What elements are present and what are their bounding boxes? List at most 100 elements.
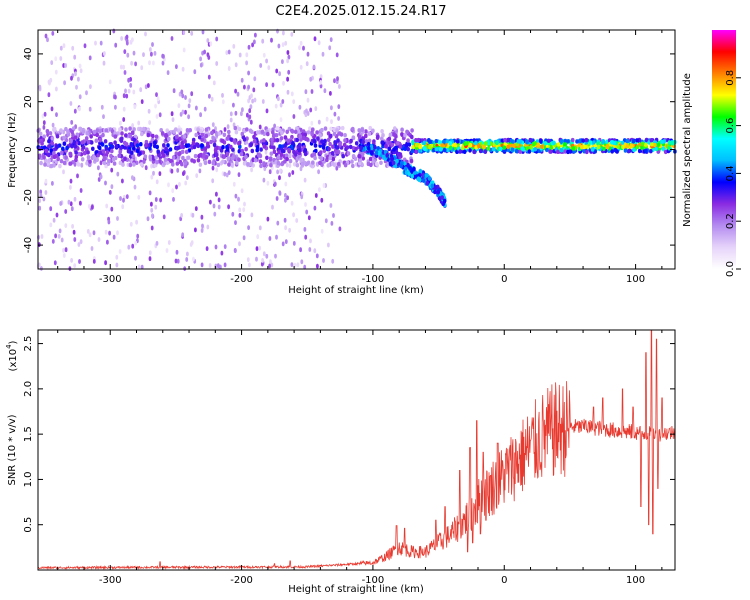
spectrogram-cell (398, 144, 403, 149)
spectrogram-cell (640, 145, 644, 150)
spectrogram-cell (366, 145, 371, 151)
spectrogram-cell (265, 155, 269, 160)
spectrogram-cell (252, 134, 256, 140)
spectrogram-cell (276, 220, 280, 226)
spectrogram-cell (281, 59, 284, 64)
spectrogram-cell (510, 147, 515, 152)
spectrogram-cell (278, 175, 281, 181)
spectrogram-cell (615, 149, 619, 154)
spectrogram-cell (118, 127, 122, 132)
spectrogram-cell (266, 180, 270, 186)
spectrogram-cell (64, 247, 68, 253)
spectrogram-cell (335, 165, 339, 171)
spectrogram-cell (108, 190, 112, 195)
spectrogram-cell (67, 199, 71, 205)
spectrogram-cell (331, 156, 336, 162)
spectrogram-cell (246, 162, 250, 167)
spectrogram-cell (51, 181, 54, 186)
spectrogram-cell (85, 131, 89, 136)
spectrogram-cell (132, 162, 136, 167)
spectrogram-cell (124, 127, 128, 132)
spectrogram-cell (214, 152, 219, 158)
spectrogram-cell (300, 161, 305, 166)
spectrogram-cell (79, 188, 83, 193)
spectrogram-cell (79, 239, 83, 245)
spectrogram-cell (199, 112, 203, 118)
spectrogram-cell (327, 242, 330, 248)
spectrogram-cell (231, 211, 235, 217)
snr-x-axis-label: Height of straight line (km) (288, 584, 424, 595)
spectrogram-cell (482, 144, 487, 150)
spectrogram-cell (253, 39, 256, 45)
spectrogram-cell (226, 156, 231, 161)
spectrogram-cell (284, 40, 288, 46)
spectrogram-cell (533, 141, 537, 146)
spectrogram-cell (381, 133, 385, 138)
spectrogram-cell (44, 33, 48, 39)
spectrogram-cell (254, 32, 257, 38)
spectrogram-cell (200, 132, 205, 137)
spectrogram-cell (133, 184, 137, 190)
spectrogram-cell (148, 190, 152, 196)
spectrogram-cell (147, 108, 151, 114)
spectrogram-cell (129, 83, 133, 88)
spectrogram-cell (265, 82, 268, 87)
spectrogram-cell (234, 88, 238, 94)
spectrogram-cell (90, 246, 94, 251)
spectrogram-cell (284, 239, 288, 245)
spectrogram-cell (303, 227, 307, 232)
snr-panel: -300 -200 -100 0 100 0.5 1.0 1.5 2.0 2.5 Height o… (5, 329, 676, 595)
snr-y-tick-label: 1.5 (23, 426, 34, 442)
spectrogram-cell (181, 144, 186, 150)
spectrogram-cell (298, 104, 302, 110)
spectrogram-cell (410, 173, 415, 179)
spectrogram-cell (304, 202, 307, 207)
spectrogram-cell (43, 145, 47, 150)
spectrogram-cell (415, 143, 419, 148)
spectrogram-cell (385, 153, 390, 158)
spectrogram-cell (164, 146, 168, 152)
spectrogram-cell (483, 141, 488, 146)
spectrogram-cell (178, 182, 181, 187)
spectrogram-cell (247, 225, 251, 231)
spectrogram-cell (73, 237, 77, 242)
spectrogram-cell (279, 136, 284, 141)
spectrogram-cell (105, 203, 109, 209)
spectrogram-cell (303, 132, 308, 137)
spectrogram-cell (616, 144, 620, 150)
spectrogram-cell (374, 150, 379, 156)
spectrogram-cell (307, 215, 311, 221)
spectrogram-cell (290, 262, 294, 267)
spectrogram-cell (187, 114, 191, 120)
spectrogram-cell (116, 171, 120, 177)
spectrogram-cell (125, 93, 129, 99)
spectrogram-cell (422, 146, 427, 151)
spectrogram-cell (200, 214, 204, 220)
spectrogram-cell (319, 156, 324, 161)
spectrogram-cell (335, 128, 339, 133)
spectrogram-cell (269, 151, 274, 156)
spectrogram-cell (161, 60, 165, 66)
spectrogram-cell (171, 155, 176, 160)
spectrogram-cell (244, 154, 248, 160)
spectrogram-cell (300, 194, 304, 200)
spectrogram-cell (223, 127, 227, 132)
spectrogram-cell (234, 193, 238, 199)
spectrogram-cell (313, 248, 317, 254)
spectrogram-cell (47, 158, 51, 163)
spectrogram-cell (82, 151, 87, 156)
spectrogram-cell (316, 263, 319, 269)
spectrogram-cell (422, 140, 427, 145)
spectrogram-cell (185, 175, 189, 181)
spectrogram-cell (329, 133, 333, 139)
spectrogram-cell (268, 156, 273, 161)
spectrogram-cell (180, 140, 185, 146)
spectrogram-cell (229, 117, 233, 123)
spectrogram-cell (311, 160, 315, 165)
spectrogram-cell (88, 232, 92, 238)
spectrogram-cell (50, 136, 55, 141)
spectrogram-cell (54, 233, 57, 239)
spectrogram-cell (290, 91, 294, 97)
spectrogram-cell (129, 221, 133, 227)
spectrogram-cell (169, 158, 173, 164)
